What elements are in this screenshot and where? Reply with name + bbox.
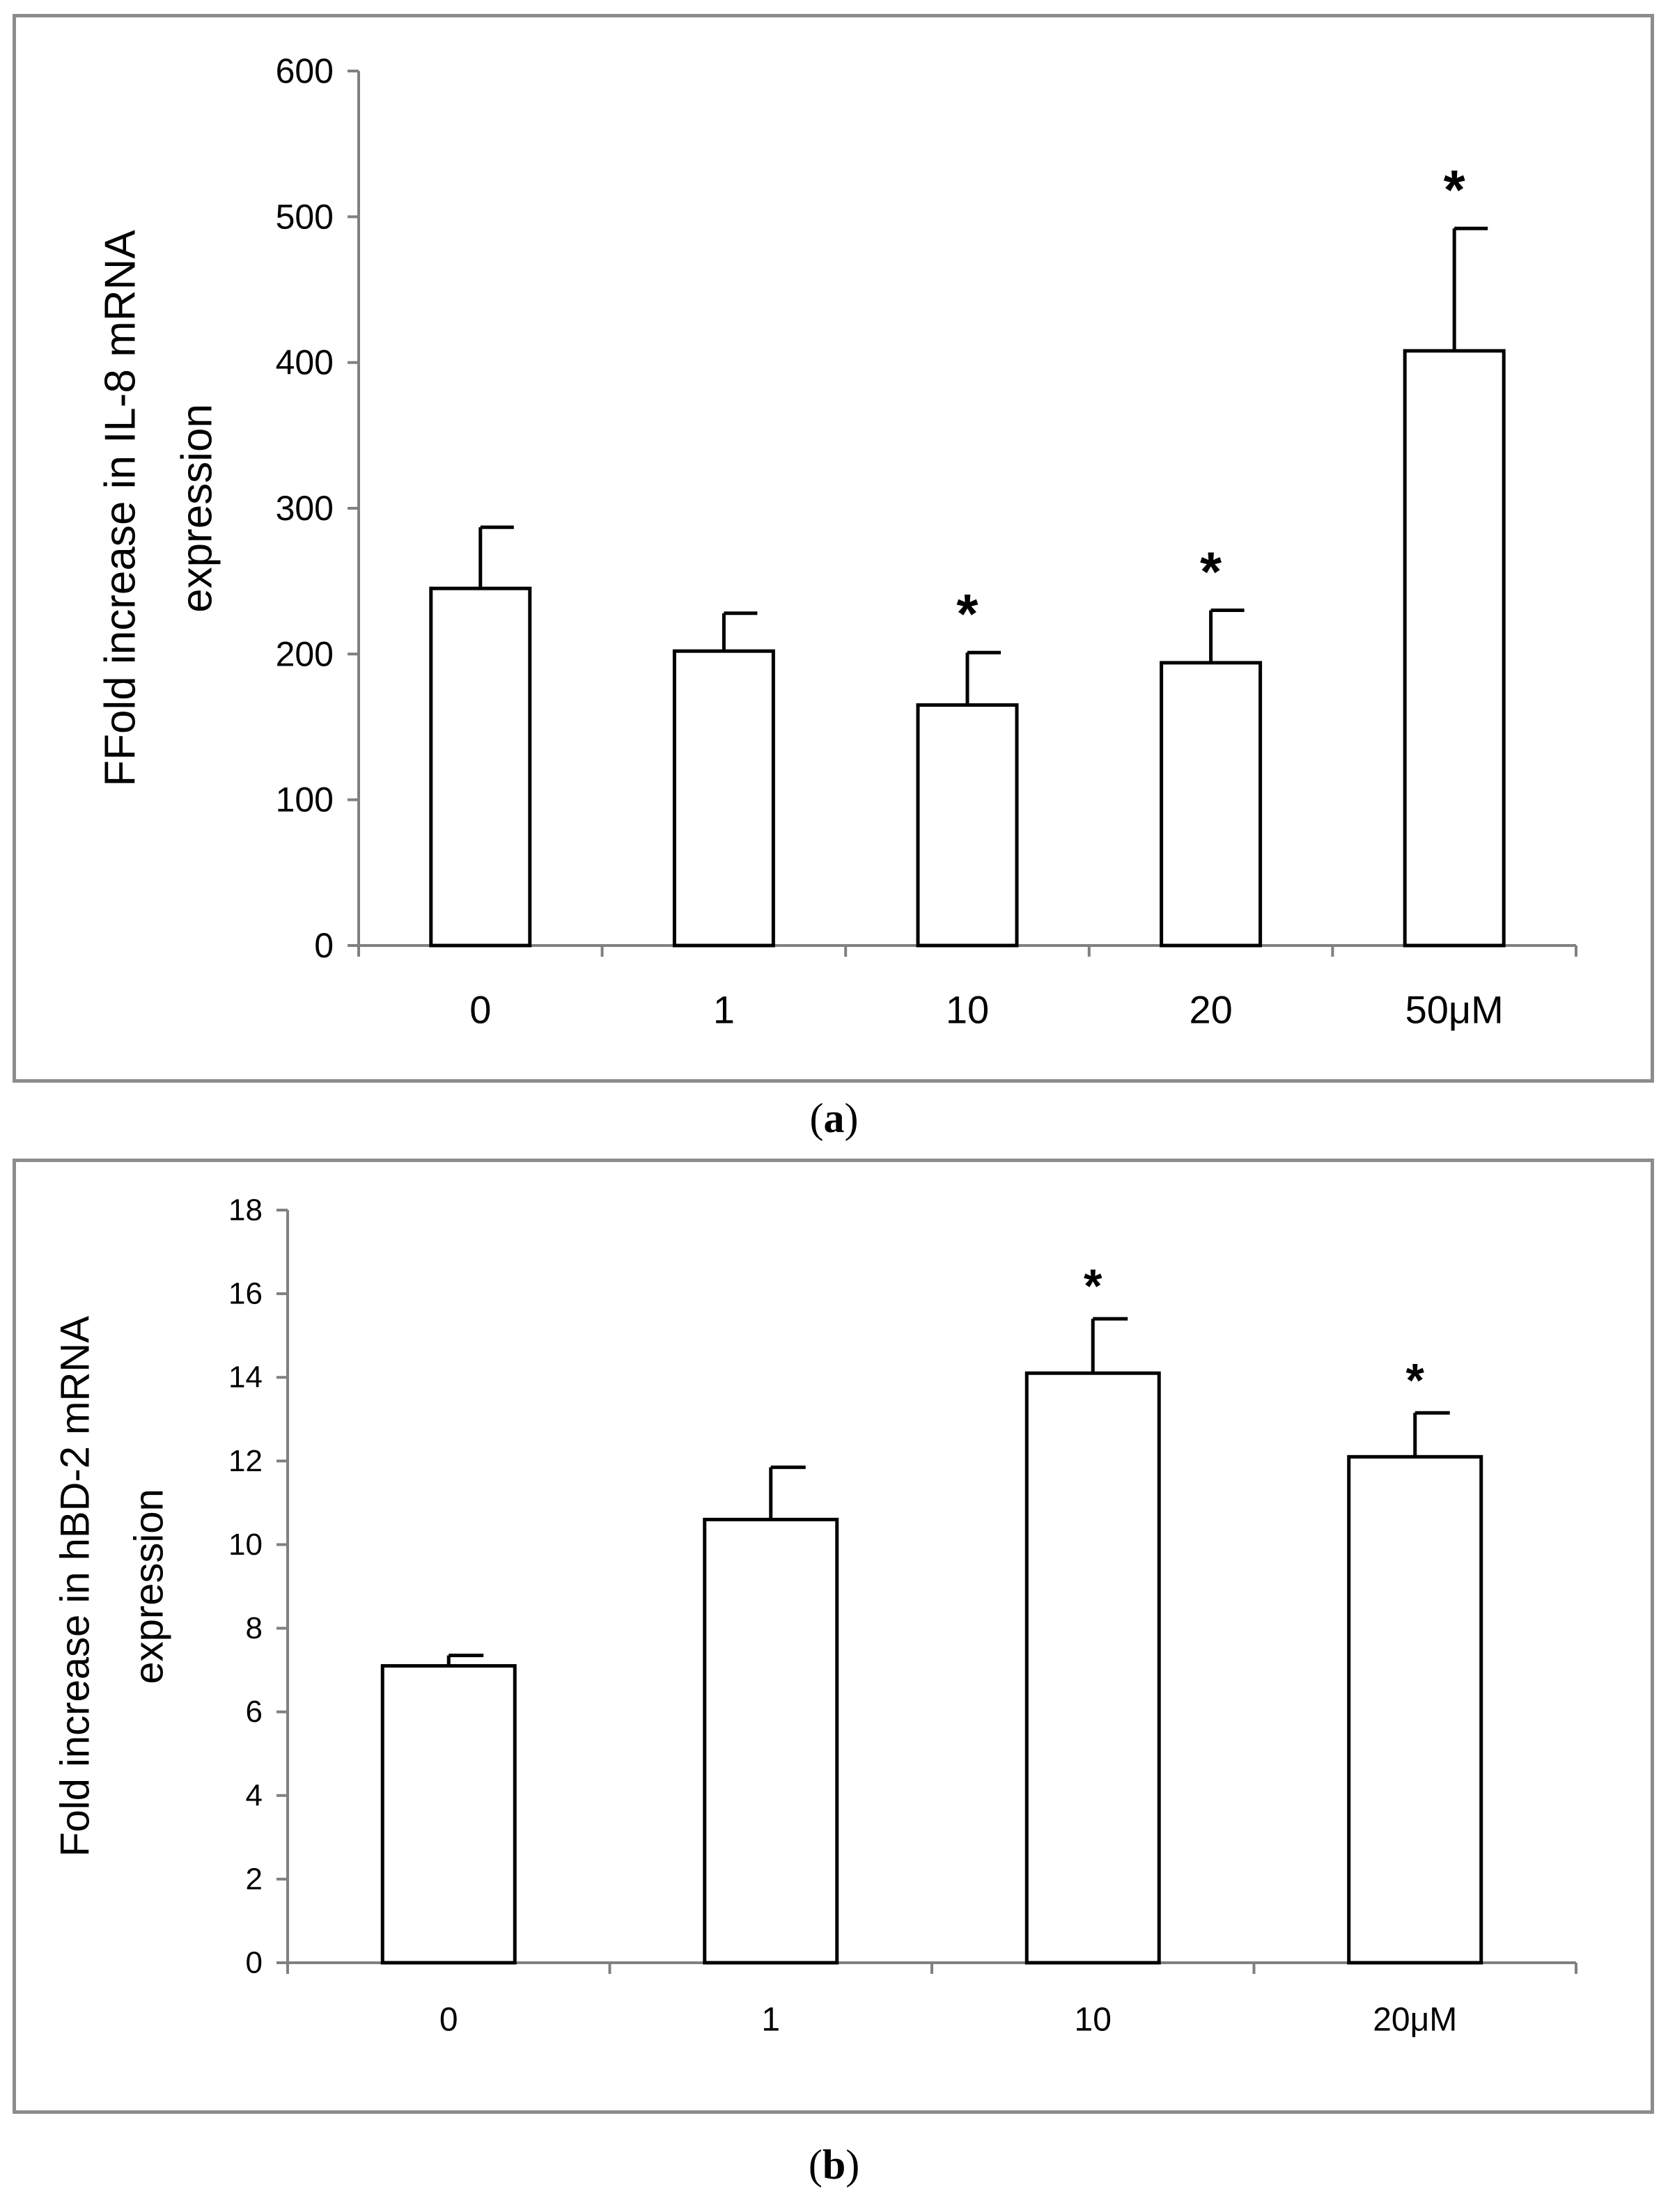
y-axis-label-line: expression	[127, 1489, 172, 1684]
bar-10	[916, 703, 1019, 948]
y-tick-label: 12	[228, 1444, 263, 1478]
y-axis-label-line: expression	[173, 404, 221, 613]
y-axis-label: Fold increase in hBD-2 mRNA expression	[53, 1316, 172, 1857]
caption-a-letter: a	[823, 1095, 845, 1141]
y-tick-label: 14	[228, 1360, 263, 1395]
y-tick-label: 0	[246, 1946, 263, 1980]
y-tick-label: 4	[246, 1778, 263, 1812]
bar-1	[672, 649, 775, 948]
x-tick-label: 0	[439, 2002, 458, 2039]
significance-marker: *	[1406, 1354, 1425, 1406]
y-tick-label: 600	[276, 52, 334, 91]
x-tick-label: 1	[761, 2002, 780, 2039]
chart-a-svg: 0 100 200 300 400 500 600 0 1 10 * 20 * 50μM * FFold in…	[97, 52, 1577, 1032]
caption-a: (a)	[809, 1095, 859, 1141]
y-axis-label-line: FFold increase in IL-8 mRNA	[97, 230, 145, 787]
x-tick-label: 20	[1189, 988, 1232, 1032]
x-tick-label: 10	[1075, 2002, 1112, 2039]
y-tick-label: 400	[276, 343, 334, 382]
significance-marker: *	[1444, 159, 1466, 221]
bar-50μM	[1403, 349, 1506, 948]
y-tick-label: 16	[228, 1277, 263, 1311]
y-axis-label-line: Fold increase in hBD-2 mRNA	[53, 1316, 98, 1857]
y-tick-label: 6	[246, 1695, 263, 1729]
bar-0	[380, 1664, 517, 1965]
x-tick-label: 50μM	[1405, 988, 1504, 1032]
y-tick-label: 10	[228, 1528, 263, 1562]
y-axis-label: FFold increase in IL-8 mRNA expression	[97, 230, 221, 787]
x-tick-label: 20μM	[1373, 2002, 1457, 2039]
significance-marker: *	[1200, 541, 1222, 603]
x-tick-label: 0	[469, 988, 491, 1032]
y-tick-label: 100	[276, 781, 334, 819]
y-tick-label: 300	[276, 489, 334, 528]
caption-b: (b)	[808, 2142, 860, 2188]
bar-20	[1160, 661, 1263, 948]
x-tick-label: 10	[946, 988, 989, 1032]
chart-b-svg: 0 2 4 6 8 10 12 14 16 18 0 1 10 * 20μM * Fold increase i…	[53, 1193, 1577, 2039]
chart-panel-b: 0 2 4 6 8 10 12 14 16 18 0 1 10 * 20μM * Fold increase i…	[13, 1159, 1654, 2114]
y-tick-label: 2	[246, 1862, 263, 1896]
bar-10	[1024, 1371, 1161, 1965]
y-tick-label: 8	[246, 1611, 263, 1645]
y-tick-label: 500	[276, 197, 334, 236]
y-tick-label: 200	[276, 634, 334, 673]
caption-b-letter: b	[822, 2142, 846, 2188]
bar-0	[429, 586, 532, 948]
y-tick-label: 0	[314, 926, 334, 965]
x-tick-label: 1	[713, 988, 735, 1032]
significance-marker: *	[1084, 1260, 1102, 1312]
significance-marker: *	[956, 583, 979, 645]
bar-20μM	[1347, 1454, 1483, 1965]
bar-1	[703, 1517, 839, 1965]
y-tick-label: 18	[228, 1193, 263, 1227]
chart-panel-a: 0 100 200 300 400 500 600 0 1 10 * 20 * 50μM * FFold in…	[13, 14, 1654, 1083]
